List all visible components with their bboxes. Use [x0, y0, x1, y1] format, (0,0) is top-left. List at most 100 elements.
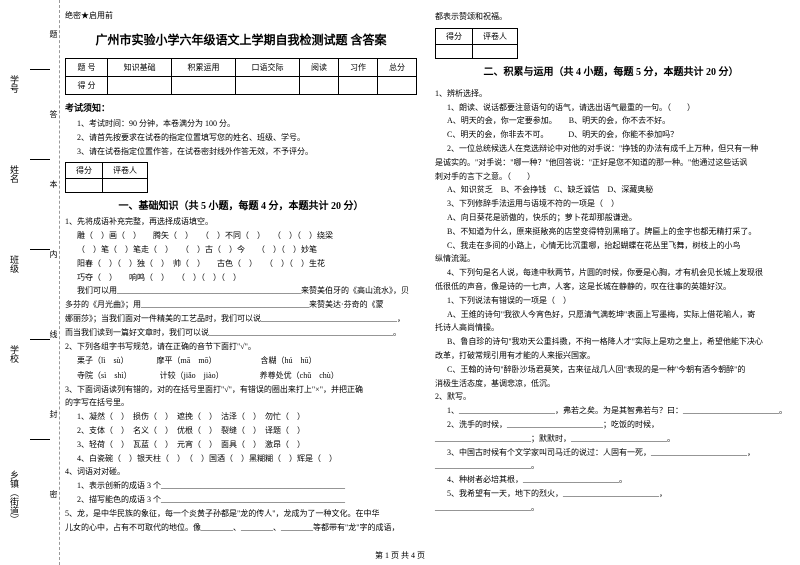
s2q2-item: 2、洗手的时候，________________________；吃饭的时候， — [435, 419, 787, 432]
label-school: 学校 — [8, 345, 21, 363]
score-cell[interactable] — [338, 77, 377, 95]
s2q1-item: A、明天的会，你一定要参加。 B、明天的会，你不去不好。 — [435, 115, 787, 128]
q3: 3、下面词语读列有错的，对的在括号里面打"√"，有错误的圈出来打上"×"，并把正… — [65, 384, 417, 397]
s2q1-item: C、王翰的诗句"醉卧沙场君莫笑，古来征战几人回"表现的是一种"今朝有酒今朝醉"的 — [435, 364, 787, 377]
s2q2-item: ________________________。 — [435, 502, 787, 515]
field-class[interactable] — [30, 200, 50, 250]
q1-fill: 多芬的《月光曲》；用______________________________… — [65, 299, 417, 312]
q5b: 儿女的心中，占有不可取代的地位。像________、________、_____… — [65, 522, 417, 535]
s2q2-item: 5、我希望有一天，地下的烈火，________________________， — [435, 488, 787, 501]
q2: 2、下列各组字书写规范，请在正确的音节下面打"√"。 — [65, 341, 417, 354]
label-class: 班级 — [8, 255, 21, 273]
score-table: 题 号 知识基础 积累运用 口语交际 阅读 习作 总分 得 分 — [65, 58, 417, 95]
page-body: 绝密★启用前 广州市实验小学六年级语文上学期自我检测试题 含答案 题 号 知识基… — [65, 10, 790, 535]
score-h: 积累运用 — [172, 59, 236, 77]
s2q1-item: 改革，打破常规引用有才能的人来振兴国家。 — [435, 350, 787, 363]
seal-mark: 封 — [48, 410, 59, 418]
q3-row: 1、凝然（ ） 损伤（ ） 遮挽（ ） 沽泽（ ） 勿忙（ ） — [65, 411, 417, 424]
s2q2-item: ________________________。 — [435, 460, 787, 473]
label-name: 姓名 — [8, 165, 21, 183]
score-h: 阅读 — [299, 59, 338, 77]
s2q1-item: 4、下列句是名人说，每逢中秋两节，片圆的时候，你要是心胸，才有机会见长城上发现很 — [435, 267, 787, 280]
exam-title: 广州市实验小学六年级语文上学期自我检测试题 含答案 — [65, 31, 417, 48]
q4a: 1、表示创新的成语 3 个___________________________… — [65, 480, 417, 493]
s2q2-item: 4、种树者必培其根，________________________。 — [435, 474, 787, 487]
field-name[interactable] — [30, 110, 50, 160]
q1-fill: 而当我们读到一篇好文章时，我们可以说______________________… — [65, 327, 417, 340]
score-h: 知识基础 — [108, 59, 172, 77]
score-cell[interactable] — [299, 77, 338, 95]
notice-item: 1、考试时间：90 分钟，本卷满分为 100 分。 — [65, 118, 417, 131]
q3-row: 3、轻荷（ ） 瓦蓝（ ） 元宵（ ） 面具（ ） 激昂（ ） — [65, 439, 417, 452]
left-column: 绝密★启用前 广州市实验小学六年级语文上学期自我检测试题 含答案 题 号 知识基… — [65, 10, 417, 535]
label-town: 乡镇（街道） — [8, 470, 21, 524]
score-h: 题 号 — [66, 59, 108, 77]
s2q1-item: A、向日葵花是骄傲的，快乐的；萝卜花却那般谦逊。 — [435, 212, 787, 225]
mini-c1: 得分 — [436, 28, 473, 44]
binding-column: 学号 姓名 班级 学校 乡镇（街道） 题 答 本 内 线 封 密 — [0, 0, 60, 565]
q3b: 的字写在括号里。 — [65, 397, 417, 410]
mini-blank[interactable] — [66, 179, 103, 193]
field-town[interactable] — [30, 380, 50, 440]
q3-row: 2、支体（ ） 名义（ ） 优根（ ） 裂缝（ ） 译题（ ） — [65, 425, 417, 438]
s2q1-item: A、知识贫乏 B、不会挣钱 C、缺乏诚信 D、深藏奥秘 — [435, 184, 787, 197]
score-cell[interactable] — [108, 77, 172, 95]
q4: 4、词语对对碰。 — [65, 466, 417, 479]
q1-row: 巧夺（ ） 响鸣（ ） （ ）（ ）（ ） — [65, 272, 417, 285]
score-h: 总分 — [377, 59, 416, 77]
score-cell[interactable] — [172, 77, 236, 95]
s2q1-item: 刺对手的言下之意。（ ） — [435, 171, 787, 184]
seal-mark: 本 — [48, 180, 59, 188]
s2q2: 2、默写。 — [435, 391, 787, 404]
q2-row: 栗子（lì sù） 摩平（mā mō） 含糊（hú hū） — [65, 354, 417, 368]
q2-row: 寺院（sì shì） 计较（jiǎo jiào） 养尊处优（chǔ chù） — [65, 369, 417, 383]
mini-score: 得分评卷人 — [65, 162, 148, 193]
q5: 5、龙，是中华民族的象征，每一个炎黄子孙都是"龙的传人"，龙成为了一种文化。在中… — [65, 508, 417, 521]
right-column: 都表示赞颂和祝福。 得分评卷人 二、积累与运用（共 4 小题，每题 5 分，本题… — [435, 10, 787, 535]
col2-top: 都表示赞颂和祝福。 — [435, 11, 787, 24]
label-id: 学号 — [8, 75, 21, 93]
q1-fill: 我们可以用___________________________________… — [65, 285, 417, 298]
seal-mark: 内 — [48, 250, 59, 258]
mini-blank[interactable] — [473, 44, 518, 58]
s2q1-item: 托诗人高尚情操。 — [435, 322, 787, 335]
mini-blank[interactable] — [103, 179, 148, 193]
s2q1-item: C、明天的会，你非去不可。 D、明天的会，你能不参加吗？ — [435, 129, 787, 142]
s2q1-item: B、不知道为什么，原来挺敞亮的店堂变得特别黑暗了。牌匾上的金字也都无精打采了。 — [435, 226, 787, 239]
secret-label: 绝密★启用前 — [65, 10, 417, 21]
mini-c1: 得分 — [66, 163, 103, 179]
mini-blank[interactable] — [436, 44, 473, 58]
notice-item: 3、请在试卷指定位置作答，在试卷密封线外作答无效，不予评分。 — [65, 146, 417, 159]
page-footer: 第 1 页 共 4 页 — [0, 550, 800, 561]
seal-mark: 答 — [48, 110, 59, 118]
s2q1-item: 3、下列修辞手法运用与语境不符的一项是（ ） — [435, 198, 787, 211]
q4b: 2、描写能色的成语 3 个___________________________… — [65, 494, 417, 507]
q3-row: 4、白瓷碗（ ）银天柱（ ） （ ）国酒（ ）黑糊糊（ ）辉是（ ） — [65, 453, 417, 466]
score-cell[interactable] — [377, 77, 416, 95]
s2q1-item: A、王维的诗句"我欲人今宵色好，只愿清气满乾坤"表面上写墨梅，实际上借花喻人，寄 — [435, 309, 787, 322]
score-cell[interactable] — [236, 77, 300, 95]
s2q1-item: 消极生活态度，基调悲凉，低沉。 — [435, 378, 787, 391]
mini-c2: 评卷人 — [473, 28, 518, 44]
score-row-label: 得 分 — [66, 77, 108, 95]
q1-row: 雕（ ）画（ ） 腾矢（ ） （ ）不同（ ） （ ）（ ）绕梁 — [65, 230, 417, 243]
s2q1-item: 2、一位总统候选人在竞选辩论中对他的对手说："挣钱的办法有成千上万种，但只有一种 — [435, 143, 787, 156]
s2q1: 1、辨析选择。 — [435, 88, 787, 101]
score-h: 习作 — [338, 59, 377, 77]
s2q1-item: 1、下列说法有错误的一项是（ ） — [435, 295, 787, 308]
s2q2-item: 1、________________________，弗若之矣。为是其智弗若与？… — [435, 405, 787, 418]
seal-mark: 题 — [48, 30, 59, 38]
mini-score: 得分评卷人 — [435, 28, 518, 59]
s2q2-item: ________________________；默默时，___________… — [435, 433, 787, 446]
mini-c2: 评卷人 — [103, 163, 148, 179]
q1-fill: 娜丽莎》；当我们面对一件精美的工艺品时，我们可以说_______________… — [65, 313, 417, 326]
s2q1-item: C、我走在多间的小路上，心情无比沉重哪，抬起蝴蝶在花丛里飞舞，树枝上的小鸟 — [435, 240, 787, 253]
score-h: 口语交际 — [236, 59, 300, 77]
section2-title: 二、积累与运用（共 4 小题，每题 5 分，本题共计 20 分） — [435, 63, 787, 78]
field-id[interactable] — [30, 20, 50, 70]
section1-title: 一、基础知识（共 5 小题，每题 4 分，本题共计 20 分） — [65, 197, 417, 212]
q1: 1、先将成语补充完整，再选择成语填空。 — [65, 216, 417, 229]
field-school[interactable] — [30, 290, 50, 340]
s2q1-item: B、鲁自珍的诗句"我劝天公重抖擞，不拘一格降人才"实际上是劝之皇上，希望他能下决… — [435, 336, 787, 349]
s2q2-item: 3、中国古时候有个文学家叫司马迁的说过：人固有一死，______________… — [435, 447, 787, 460]
